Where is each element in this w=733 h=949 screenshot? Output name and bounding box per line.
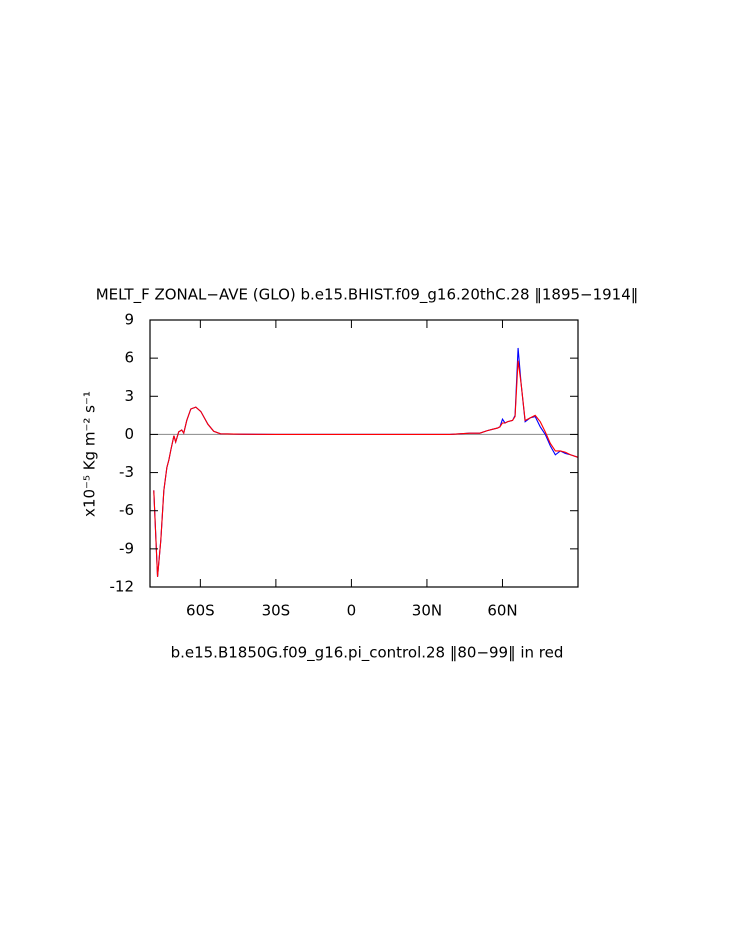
y-tick-label: -6 <box>119 501 134 519</box>
x-tick-label: 0 <box>347 602 357 620</box>
x-tick-label: 30N <box>412 602 442 620</box>
y-tick-label: 3 <box>124 387 134 405</box>
y-tick-label: 9 <box>124 311 134 329</box>
y-tick-label: 0 <box>124 425 134 443</box>
x-tick-label: 30S <box>262 602 291 620</box>
y-tick-label: -3 <box>119 463 134 481</box>
y-tick-label: -12 <box>110 578 135 596</box>
y-tick-label: -9 <box>119 539 134 557</box>
x-tick-label: 60N <box>487 602 517 620</box>
x-tick-label: 60S <box>186 602 215 620</box>
plot-frame <box>149 319 579 588</box>
chart-subtitle: b.e15.B1850G.f09_g16.pi_control.28 ‖80−9… <box>171 644 564 663</box>
y-tick-label: 6 <box>124 349 134 367</box>
series-line <box>153 360 579 577</box>
y-axis-label: x10⁻⁵ Kg m⁻² s⁻¹ <box>81 391 99 517</box>
chart-title: MELT_F ZONAL−AVE (GLO) b.e15.BHIST.f09_g… <box>96 286 639 305</box>
